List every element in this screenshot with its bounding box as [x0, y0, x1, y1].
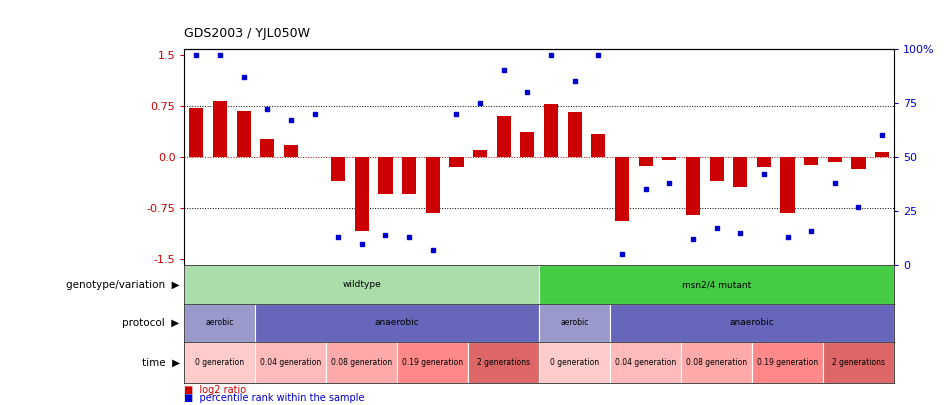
Text: aerobic: aerobic: [206, 318, 234, 327]
Text: 0.04 generation: 0.04 generation: [260, 358, 322, 367]
Bar: [615, 157, 629, 221]
Text: 2 generations: 2 generations: [832, 358, 885, 367]
Bar: [539, 265, 894, 304]
Text: time  ▶: time ▶: [142, 357, 180, 367]
Bar: [875, 152, 889, 157]
Text: 0.19 generation: 0.19 generation: [402, 358, 464, 367]
Bar: [189, 108, 203, 157]
Text: anaerobic: anaerobic: [375, 318, 420, 327]
Bar: [449, 157, 464, 167]
Bar: [260, 139, 274, 157]
Bar: [184, 265, 539, 304]
Bar: [426, 157, 440, 213]
Bar: [213, 101, 227, 157]
Bar: [326, 342, 397, 383]
Bar: [497, 116, 511, 157]
Bar: [255, 304, 539, 342]
Text: 0.08 generation: 0.08 generation: [686, 358, 747, 367]
Bar: [544, 104, 558, 157]
Text: 0 generation: 0 generation: [551, 358, 599, 367]
Bar: [804, 157, 818, 165]
Bar: [397, 342, 468, 383]
Text: protocol  ▶: protocol ▶: [122, 318, 180, 328]
Bar: [757, 157, 771, 167]
Bar: [591, 134, 605, 157]
Bar: [686, 157, 700, 215]
Bar: [662, 157, 676, 160]
Bar: [236, 111, 251, 157]
Bar: [473, 150, 487, 157]
Bar: [539, 304, 610, 342]
Text: 0.19 generation: 0.19 generation: [757, 358, 818, 367]
Bar: [468, 342, 539, 383]
Text: GDS2003 / YJL050W: GDS2003 / YJL050W: [184, 28, 310, 40]
Bar: [284, 145, 298, 157]
Bar: [568, 112, 582, 157]
Bar: [610, 342, 681, 383]
Text: ■  percentile rank within the sample: ■ percentile rank within the sample: [184, 393, 365, 403]
Bar: [639, 157, 653, 166]
Text: 0.04 generation: 0.04 generation: [615, 358, 676, 367]
Bar: [331, 157, 345, 181]
Bar: [780, 157, 795, 213]
Bar: [402, 157, 416, 194]
Bar: [828, 157, 842, 162]
Text: 2 generations: 2 generations: [477, 358, 531, 367]
Bar: [255, 342, 326, 383]
Bar: [520, 132, 534, 157]
Bar: [184, 342, 255, 383]
Bar: [539, 342, 610, 383]
Text: genotype/variation  ▶: genotype/variation ▶: [66, 279, 180, 290]
Bar: [823, 342, 894, 383]
Text: ■  log2 ratio: ■ log2 ratio: [184, 385, 247, 395]
Bar: [355, 157, 369, 232]
Bar: [710, 157, 724, 181]
Bar: [681, 342, 752, 383]
Text: msn2/4 mutant: msn2/4 mutant: [682, 280, 751, 289]
Bar: [851, 157, 866, 169]
Text: 0 generation: 0 generation: [196, 358, 244, 367]
Text: aerobic: aerobic: [561, 318, 588, 327]
Bar: [752, 342, 823, 383]
Text: wildtype: wildtype: [342, 280, 381, 289]
Bar: [184, 304, 255, 342]
Bar: [610, 304, 894, 342]
Bar: [378, 157, 393, 194]
Bar: [733, 157, 747, 188]
Text: anaerobic: anaerobic: [729, 318, 775, 327]
Text: 0.08 generation: 0.08 generation: [331, 358, 393, 367]
